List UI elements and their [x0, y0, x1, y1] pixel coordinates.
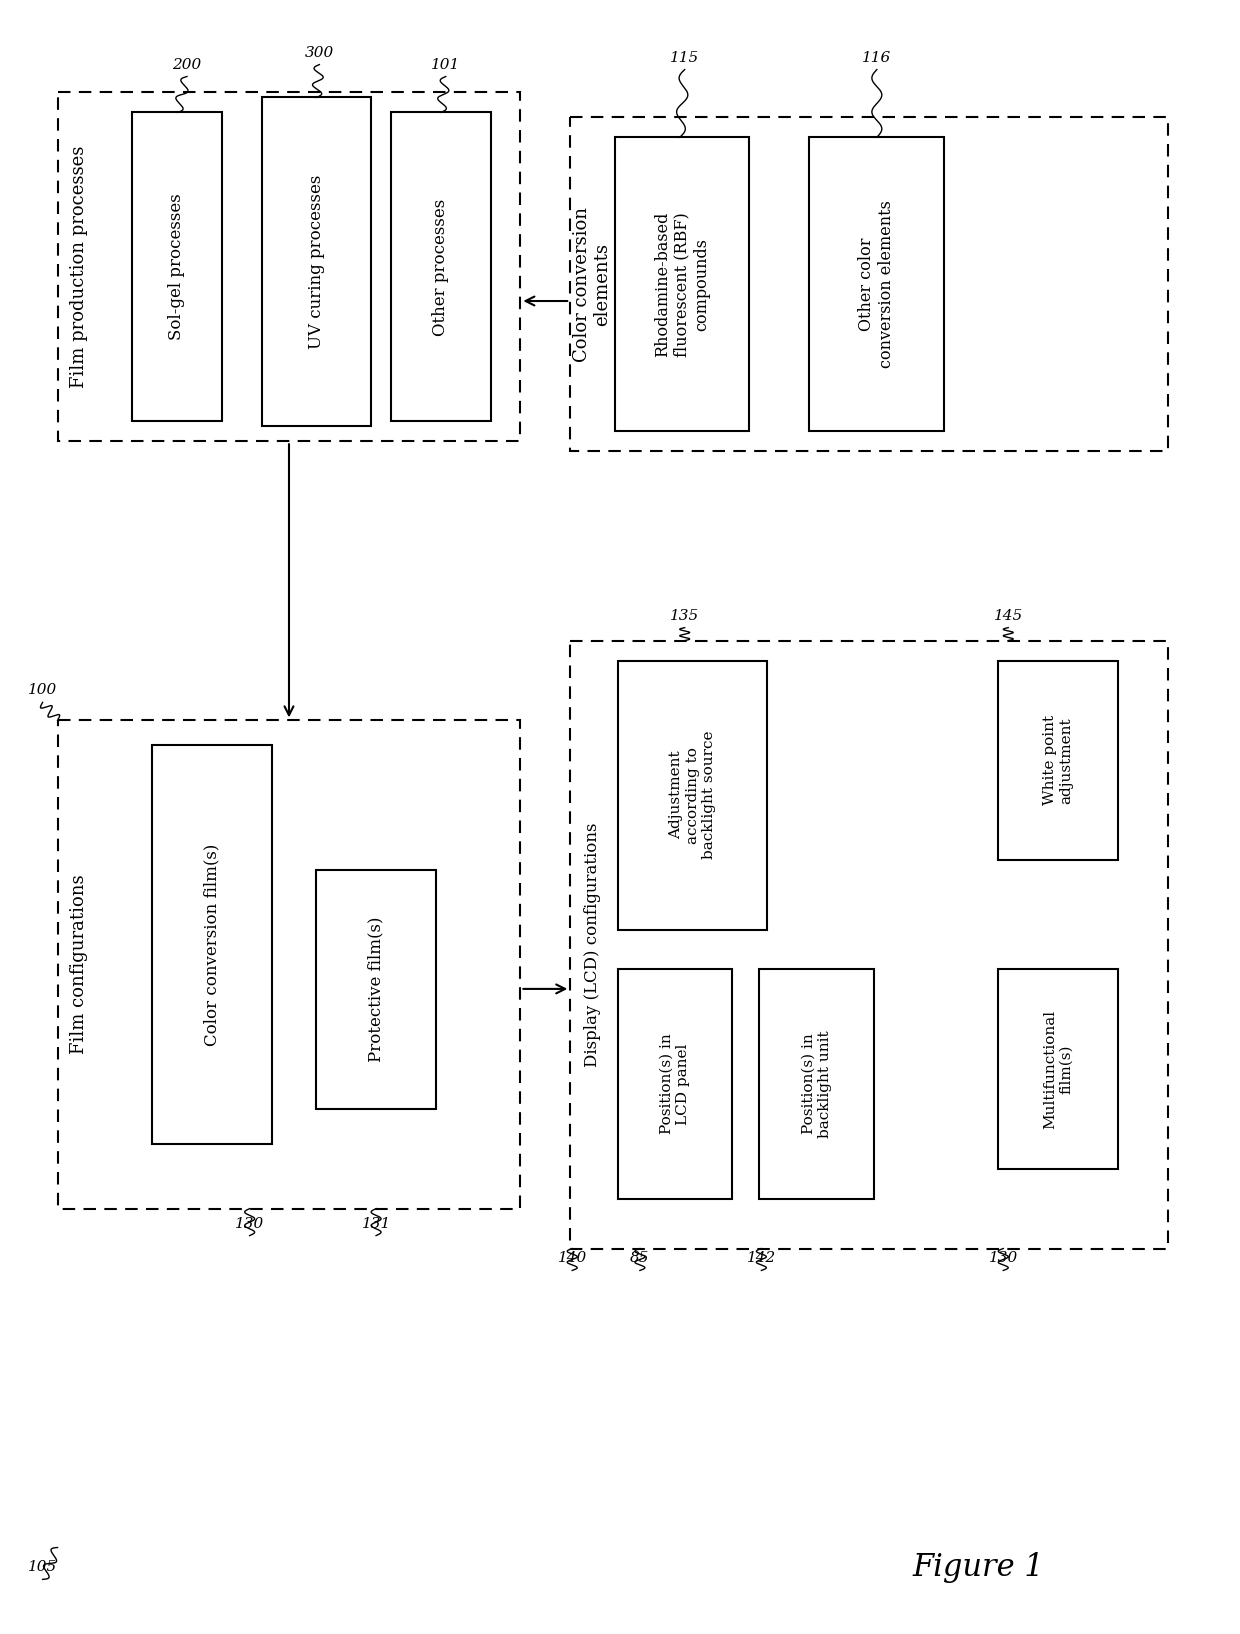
Text: 142: 142	[746, 1252, 776, 1265]
Bar	[57, 93, 521, 441]
Text: 131: 131	[362, 1217, 391, 1230]
Bar	[615, 137, 749, 431]
Text: Position(s) in
backlight unit: Position(s) in backlight unit	[801, 1031, 832, 1137]
Text: Protective film(s): Protective film(s)	[367, 917, 384, 1062]
Text: Display (LCD) configurations: Display (LCD) configurations	[584, 822, 600, 1067]
Text: 101: 101	[432, 57, 460, 72]
Text: Multifunctional
film(s): Multifunctional film(s)	[1043, 1010, 1073, 1129]
Text: 100: 100	[29, 683, 57, 698]
Bar	[810, 137, 944, 431]
Text: Figure 1: Figure 1	[913, 1552, 1044, 1583]
Text: 105: 105	[29, 1560, 57, 1575]
Text: Film configurations: Film configurations	[71, 874, 88, 1054]
Text: 130: 130	[988, 1252, 1018, 1265]
Text: 200: 200	[172, 57, 202, 72]
Text: 115: 115	[670, 51, 699, 65]
Text: 135: 135	[670, 609, 699, 623]
Bar	[153, 745, 272, 1144]
Text: 85: 85	[630, 1252, 650, 1265]
Bar	[618, 969, 733, 1199]
Text: White point
adjustment: White point adjustment	[1043, 716, 1073, 806]
Text: 140: 140	[558, 1252, 587, 1265]
Bar	[316, 869, 435, 1109]
Text: Rhodamine-based
fluorescent (RBF)
compounds: Rhodamine-based fluorescent (RBF) compou…	[655, 212, 711, 356]
Bar	[57, 721, 521, 1209]
Text: Color conversion
elements: Color conversion elements	[573, 208, 611, 361]
Bar	[759, 969, 874, 1199]
Text: Color conversion film(s): Color conversion film(s)	[203, 843, 221, 1046]
Text: Other processes: Other processes	[433, 198, 449, 335]
Text: 116: 116	[862, 51, 892, 65]
Bar	[133, 113, 222, 422]
Bar	[998, 969, 1117, 1168]
Bar	[998, 660, 1117, 859]
Text: Position(s) in
LCD panel: Position(s) in LCD panel	[660, 1034, 691, 1134]
Bar	[262, 98, 371, 426]
Text: Other color
conversion elements: Other color conversion elements	[858, 201, 894, 368]
Text: UV curing processes: UV curing processes	[308, 175, 325, 350]
Bar	[618, 660, 768, 930]
Text: Sol-gel processes: Sol-gel processes	[169, 193, 186, 340]
Bar	[391, 113, 491, 422]
Text: Adjustment
according to
backlight source: Adjustment according to backlight source	[670, 730, 715, 859]
Text: 130: 130	[236, 1217, 264, 1230]
Bar	[570, 118, 1168, 451]
Text: Film production processes: Film production processes	[71, 145, 88, 387]
Bar	[570, 641, 1168, 1248]
Text: 145: 145	[993, 609, 1023, 623]
Text: 300: 300	[305, 46, 334, 59]
